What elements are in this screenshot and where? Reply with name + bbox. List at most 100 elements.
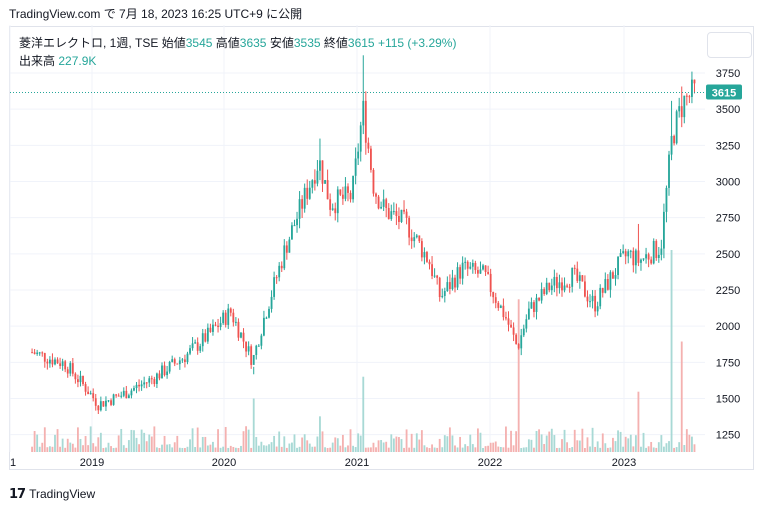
candle-body bbox=[329, 199, 332, 210]
volume-bar bbox=[301, 437, 304, 452]
volume-bar bbox=[589, 446, 591, 452]
candle-body bbox=[619, 253, 622, 257]
candle-body bbox=[505, 317, 507, 319]
candle-body bbox=[110, 400, 112, 405]
candle-body bbox=[224, 312, 227, 325]
grid-lines bbox=[9, 25, 705, 452]
volume-bar bbox=[59, 446, 62, 452]
candle-body bbox=[171, 359, 174, 362]
volume-bar bbox=[260, 441, 263, 452]
volume-bar bbox=[408, 447, 411, 452]
candle-body bbox=[431, 264, 433, 277]
volume-bar bbox=[122, 445, 125, 452]
volume-bar bbox=[341, 434, 344, 452]
chart-options-box[interactable] bbox=[707, 32, 752, 58]
candle-body bbox=[655, 240, 658, 258]
volume-bar bbox=[331, 442, 334, 452]
volume-bar bbox=[459, 436, 462, 452]
volume-bar bbox=[115, 447, 118, 452]
candle-body bbox=[369, 148, 372, 170]
candle-body bbox=[428, 261, 431, 265]
volume-bar bbox=[650, 441, 653, 452]
price-tick-label: 2750 bbox=[716, 213, 740, 225]
volume-bar bbox=[497, 446, 500, 452]
volume-label: 出来高 bbox=[19, 54, 56, 68]
candle-body bbox=[494, 297, 497, 303]
candle-body bbox=[214, 324, 217, 326]
volume-bar bbox=[308, 443, 311, 452]
candle-body bbox=[515, 334, 518, 345]
candle-body bbox=[245, 341, 247, 352]
volume-bar bbox=[477, 428, 479, 452]
volume-bar bbox=[454, 445, 456, 452]
candle-body bbox=[576, 268, 579, 281]
candle-body bbox=[349, 192, 352, 200]
candle-body bbox=[105, 400, 107, 407]
candle-body bbox=[550, 285, 553, 291]
volume-bar bbox=[612, 437, 614, 452]
volume-bar bbox=[245, 426, 247, 452]
candle-body bbox=[675, 111, 678, 144]
candle-body bbox=[543, 289, 546, 294]
volume-bar bbox=[512, 445, 515, 452]
candle-body bbox=[375, 193, 377, 197]
candle-body bbox=[446, 282, 449, 292]
candle-body bbox=[484, 265, 487, 272]
candle-body bbox=[82, 375, 84, 385]
last-price-tag: 3615 bbox=[706, 84, 742, 100]
chart-frame[interactable] bbox=[9, 26, 754, 470]
volume-bar bbox=[212, 441, 214, 452]
volume-bar bbox=[693, 444, 696, 452]
candle-body bbox=[217, 325, 219, 328]
candle-body bbox=[48, 359, 51, 364]
volume-bar bbox=[186, 446, 189, 452]
volume-bar bbox=[69, 442, 72, 452]
candle-body bbox=[665, 187, 668, 212]
volume-bar bbox=[426, 447, 428, 452]
volume-bar bbox=[640, 446, 642, 452]
volume-bar bbox=[291, 442, 293, 452]
candle-body bbox=[535, 297, 538, 312]
volume-bar bbox=[673, 447, 676, 452]
candle-body bbox=[59, 363, 62, 366]
volume-bar bbox=[48, 446, 51, 452]
candle-body bbox=[489, 273, 492, 293]
candle-body bbox=[405, 211, 408, 218]
volume-bar bbox=[252, 398, 255, 452]
price-tick-label: 3750 bbox=[716, 68, 740, 80]
volume-bar bbox=[99, 432, 102, 452]
volume-bar bbox=[431, 444, 433, 452]
candle-body bbox=[563, 285, 566, 291]
volume-bar bbox=[77, 427, 79, 452]
candle-body bbox=[601, 287, 604, 293]
published-caption: TradingView.com で 7月 18, 2023 16:25 UTC+… bbox=[9, 7, 303, 21]
volume-bar bbox=[385, 441, 388, 452]
volume-bar bbox=[655, 447, 658, 452]
volume-bar bbox=[166, 444, 169, 452]
candle-body bbox=[499, 305, 502, 308]
candle-body bbox=[127, 395, 130, 399]
candle-body bbox=[423, 252, 426, 258]
candle-body bbox=[380, 206, 383, 209]
volume-bar bbox=[222, 446, 225, 452]
candle-body bbox=[566, 285, 569, 287]
volume-bar bbox=[515, 431, 518, 452]
volume-bar bbox=[474, 447, 477, 452]
candle-body bbox=[237, 321, 240, 338]
candle-body bbox=[341, 194, 344, 199]
low-value: 3535 bbox=[293, 36, 321, 50]
candle-body bbox=[303, 187, 306, 209]
candle-body bbox=[262, 317, 265, 336]
candle-body bbox=[438, 277, 441, 298]
volume-bar bbox=[324, 447, 326, 452]
volume-bar bbox=[530, 439, 533, 452]
volume-bar bbox=[535, 431, 538, 452]
candle-body bbox=[250, 346, 253, 365]
volume-bar bbox=[74, 447, 77, 452]
volume-bar bbox=[140, 429, 143, 452]
volume-bar bbox=[270, 442, 273, 452]
volume-bar bbox=[178, 447, 181, 452]
candle-body bbox=[459, 267, 462, 279]
symbol-label[interactable]: 菱洋エレクトロ, 1週, TSE bbox=[19, 36, 159, 50]
